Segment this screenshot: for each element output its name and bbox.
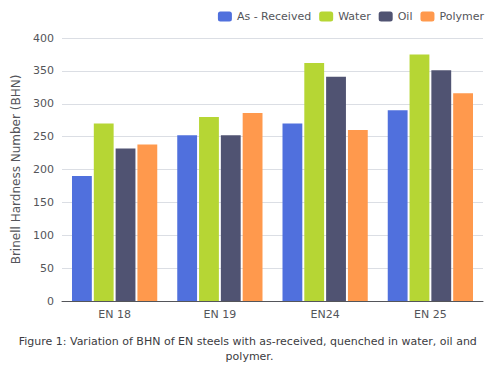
svg-text:350: 350 bbox=[33, 64, 54, 77]
svg-text:0: 0 bbox=[47, 295, 54, 308]
svg-text:250: 250 bbox=[33, 130, 54, 143]
svg-text:EN 19: EN 19 bbox=[204, 308, 237, 321]
svg-text:Water: Water bbox=[338, 10, 371, 23]
svg-text:400: 400 bbox=[33, 32, 54, 45]
svg-text:100: 100 bbox=[33, 229, 54, 242]
svg-text:150: 150 bbox=[33, 196, 54, 209]
svg-text:EN 25: EN 25 bbox=[414, 308, 447, 321]
svg-text:Figure 1: Variation of BHN of: Figure 1: Variation of BHN of EN steels … bbox=[19, 335, 481, 348]
svg-text:300: 300 bbox=[33, 97, 54, 110]
svg-text:Oil: Oil bbox=[398, 10, 413, 23]
svg-text:As - Received: As - Received bbox=[237, 10, 311, 23]
svg-text:Brinell Hardness Number (BHN): Brinell Hardness Number (BHN) bbox=[9, 75, 23, 265]
svg-text:50: 50 bbox=[40, 262, 54, 275]
svg-text:Polymer: Polymer bbox=[439, 10, 484, 23]
svg-text:200: 200 bbox=[33, 163, 54, 176]
svg-text:EN 18: EN 18 bbox=[98, 308, 131, 321]
svg-text:polymer.: polymer. bbox=[226, 350, 274, 363]
svg-text:EN24: EN24 bbox=[311, 308, 340, 321]
